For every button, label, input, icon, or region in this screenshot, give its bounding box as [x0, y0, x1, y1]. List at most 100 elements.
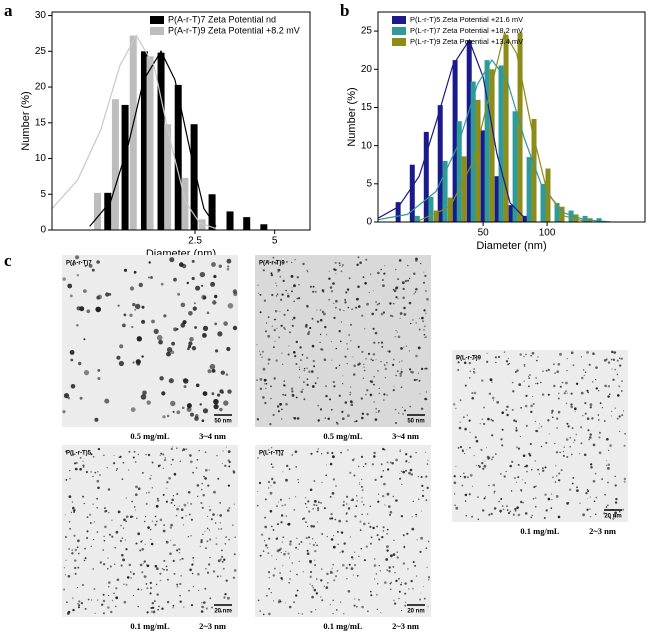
particle: [498, 500, 500, 503]
particle: [333, 385, 336, 388]
particle: [209, 597, 212, 600]
particle: [283, 384, 286, 387]
particle: [228, 538, 231, 541]
particle: [386, 461, 389, 464]
particle: [287, 353, 290, 356]
particle: [419, 598, 422, 601]
particle: [354, 564, 357, 567]
particle: [612, 517, 615, 520]
particle: [469, 473, 473, 477]
particle: [147, 526, 150, 529]
particle: [607, 385, 611, 388]
particle: [468, 493, 471, 496]
particle: [336, 609, 338, 611]
particle: [614, 368, 616, 371]
particle: [188, 589, 190, 592]
particle: [277, 271, 279, 273]
bar: [503, 34, 509, 223]
particle: [108, 581, 111, 584]
particle: [395, 579, 398, 583]
particle: [426, 399, 428, 401]
particle: [70, 358, 74, 362]
particle: [111, 535, 114, 538]
particle: [206, 571, 210, 574]
particle: [386, 492, 390, 496]
particle: [155, 583, 158, 586]
particle: [417, 476, 419, 478]
particle: [491, 434, 494, 437]
particle: [493, 492, 495, 494]
particle: [83, 338, 86, 341]
particle: [471, 396, 475, 400]
particle: [516, 369, 519, 372]
particle: [130, 407, 136, 412]
particle: [115, 596, 119, 600]
particle: [92, 568, 94, 570]
particle: [390, 554, 393, 558]
particle: [539, 423, 541, 425]
particle: [279, 402, 282, 406]
particle: [425, 367, 428, 370]
particle: [195, 383, 200, 388]
particle: [399, 477, 402, 480]
particle: [332, 380, 335, 384]
particle: [382, 526, 385, 529]
particle: [267, 449, 270, 451]
particle: [582, 513, 585, 517]
legend-label: P(L-r-T)9 Zeta Potential +13.4 mV: [410, 37, 523, 46]
particle: [262, 367, 266, 371]
particle: [403, 313, 407, 316]
particle: [284, 504, 286, 506]
y-tick-label: 5: [40, 189, 46, 200]
particle: [338, 364, 341, 367]
particle: [316, 377, 319, 379]
particle: [551, 409, 554, 413]
particle: [321, 453, 323, 455]
bar: [489, 69, 495, 222]
particle: [123, 518, 126, 521]
particle: [342, 504, 345, 507]
particle: [580, 442, 583, 445]
particle: [166, 347, 173, 353]
particle: [570, 403, 573, 406]
particle: [287, 522, 291, 526]
particle: [86, 530, 89, 533]
particle: [233, 569, 237, 572]
particle: [120, 524, 122, 527]
particle: [103, 507, 106, 510]
particle: [292, 417, 294, 419]
particle: [151, 319, 155, 324]
particle: [401, 609, 403, 612]
particle: [479, 423, 481, 425]
particle: [264, 516, 267, 519]
particle: [136, 336, 142, 342]
particle: [69, 477, 71, 480]
particle: [554, 443, 556, 445]
particle: [488, 484, 490, 487]
particle: [339, 340, 342, 343]
particle: [82, 495, 85, 498]
particle: [86, 309, 91, 314]
particle: [340, 270, 343, 273]
particle: [160, 282, 164, 286]
particle: [529, 454, 532, 457]
particle: [119, 539, 122, 543]
particle: [558, 392, 560, 395]
particle: [621, 414, 624, 417]
particle: [183, 606, 185, 608]
particle: [603, 359, 607, 362]
particle: [150, 542, 154, 546]
particle: [151, 602, 154, 605]
particle: [74, 566, 77, 570]
particle: [99, 474, 101, 476]
particle: [316, 320, 320, 323]
particle: [538, 427, 540, 429]
particle: [405, 345, 407, 347]
bar: [596, 218, 602, 222]
particle: [377, 341, 380, 344]
particle: [104, 398, 110, 404]
particle: [214, 522, 217, 524]
particle: [312, 508, 314, 510]
particle: [375, 308, 378, 311]
particle: [266, 546, 269, 549]
